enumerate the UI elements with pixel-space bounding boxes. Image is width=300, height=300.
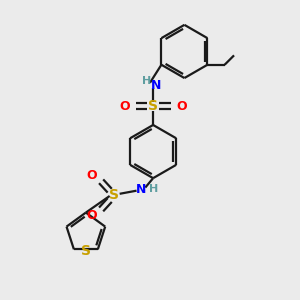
Text: S: S bbox=[109, 188, 119, 203]
Text: O: O bbox=[87, 169, 98, 182]
Text: O: O bbox=[176, 100, 187, 113]
Text: S: S bbox=[148, 99, 158, 113]
Text: H: H bbox=[148, 184, 158, 194]
Text: O: O bbox=[120, 100, 130, 113]
Text: H: H bbox=[142, 76, 151, 85]
Text: N: N bbox=[150, 80, 161, 92]
Text: S: S bbox=[81, 244, 91, 258]
Text: O: O bbox=[87, 209, 98, 222]
Text: N: N bbox=[136, 183, 147, 196]
